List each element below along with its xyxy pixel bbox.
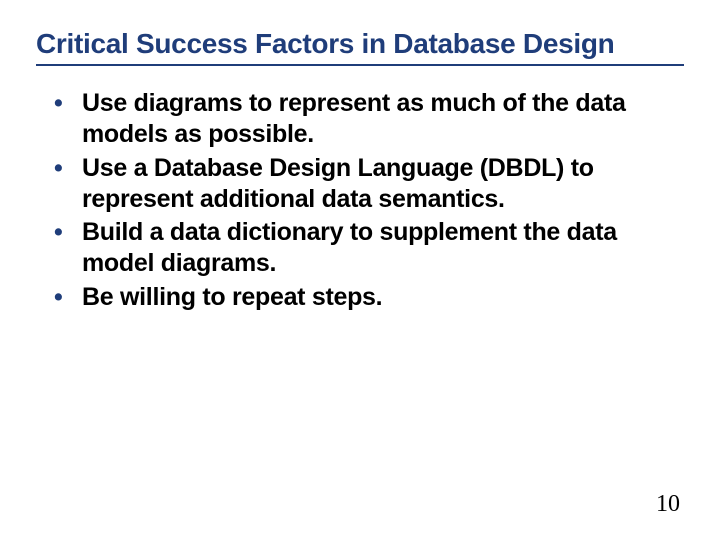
slide-title: Critical Success Factors in Database Des… — [36, 28, 684, 60]
slide: Critical Success Factors in Database Des… — [0, 0, 720, 540]
bullet-item: Use a Database Design Language (DBDL) to… — [54, 153, 684, 216]
bullet-item: Be willing to repeat steps. — [54, 282, 684, 313]
bullet-list: Use diagrams to represent as much of the… — [36, 88, 684, 313]
bullet-item: Build a data dictionary to supplement th… — [54, 217, 684, 280]
title-underline: Critical Success Factors in Database Des… — [36, 28, 684, 66]
page-number: 10 — [656, 491, 680, 518]
bullet-item: Use diagrams to represent as much of the… — [54, 88, 684, 151]
